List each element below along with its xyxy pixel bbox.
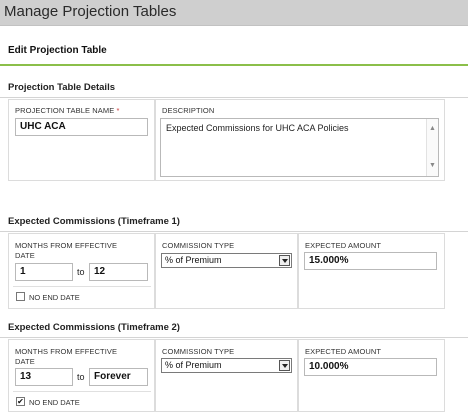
accent-divider <box>0 64 468 66</box>
timeframe2-commission-type-value: % of Premium <box>165 360 222 370</box>
timeframe2-section-title: Expected Commissions (Timeframe 2) <box>8 322 180 333</box>
timeframe1-commission-type-select[interactable]: % of Premium <box>161 253 292 268</box>
timeframe2-from-input[interactable]: 13 <box>15 368 73 386</box>
timeframe2-months-label: MONTHS FROM EFFECTIVE DATE <box>15 347 118 366</box>
timeframe1-no-end-date-checkbox[interactable] <box>16 292 25 301</box>
timeframe1-section-rule <box>0 231 468 232</box>
description-text: Expected Commissions for UHC ACA Policie… <box>166 123 349 133</box>
projection-table-name-input[interactable]: UHC ACA <box>15 118 148 136</box>
details-section-rule <box>0 97 468 98</box>
name-label: PROJECTION TABLE NAME * <box>15 106 120 115</box>
timeframe1-months-panel: MONTHS FROM EFFECTIVE DATE 1 to 12 NO EN… <box>8 233 155 309</box>
timeframe1-expected-amount-label: EXPECTED AMOUNT <box>305 241 382 250</box>
timeframe1-to-input[interactable]: 12 <box>89 263 148 281</box>
timeframe2-expected-amount-panel: EXPECTED AMOUNT 10.000% <box>298 339 445 412</box>
timeframe2-to-label: to <box>77 372 85 382</box>
edit-section-title: Edit Projection Table <box>8 45 107 56</box>
page-header: Manage Projection Tables <box>0 0 468 26</box>
timeframe2-no-end-date-label: NO END DATE <box>29 398 80 407</box>
timeframe2-section-rule <box>0 337 468 338</box>
timeframe2-months-divider <box>13 391 151 392</box>
timeframe2-commission-type-panel: COMMISSION TYPE % of Premium <box>155 339 298 412</box>
page-title: Manage Projection Tables <box>4 3 177 20</box>
timeframe1-commission-type-label: COMMISSION TYPE <box>162 241 235 250</box>
timeframe1-section-title: Expected Commissions (Timeframe 1) <box>8 216 180 227</box>
timeframe2-expected-amount-label: EXPECTED AMOUNT <box>305 347 382 356</box>
scroll-up-icon[interactable]: ▲ <box>429 125 436 132</box>
name-panel: PROJECTION TABLE NAME * UHC ACA <box>8 99 155 181</box>
description-label: DESCRIPTION <box>162 106 215 115</box>
timeframe1-months-divider <box>13 286 151 287</box>
description-scrollbar[interactable]: ▲ ▼ <box>426 119 438 176</box>
timeframe1-commission-type-value: % of Premium <box>165 255 222 265</box>
checkmark-icon: ✔ <box>17 397 24 406</box>
chevron-down-icon[interactable] <box>279 255 290 266</box>
timeframe2-months-panel: MONTHS FROM EFFECTIVE DATE 13 to Forever… <box>8 339 155 412</box>
timeframe2-no-end-date-checkbox[interactable]: ✔ <box>16 397 25 406</box>
timeframe1-months-label: MONTHS FROM EFFECTIVE DATE <box>15 241 118 260</box>
timeframe1-from-input[interactable]: 1 <box>15 263 73 281</box>
timeframe2-expected-amount-input[interactable]: 10.000% <box>304 358 437 376</box>
timeframe1-no-end-date-label: NO END DATE <box>29 293 80 302</box>
timeframe2-commission-type-label: COMMISSION TYPE <box>162 347 235 356</box>
timeframe1-commission-type-panel: COMMISSION TYPE % of Premium <box>155 233 298 309</box>
description-textarea[interactable]: Expected Commissions for UHC ACA Policie… <box>160 118 439 177</box>
description-panel: DESCRIPTION Expected Commissions for UHC… <box>155 99 445 181</box>
details-section-title: Projection Table Details <box>8 82 115 93</box>
timeframe1-expected-amount-input[interactable]: 15.000% <box>304 252 437 270</box>
timeframe2-to-input[interactable]: Forever <box>89 368 148 386</box>
chevron-down-icon[interactable] <box>279 360 290 371</box>
timeframe1-expected-amount-panel: EXPECTED AMOUNT 15.000% <box>298 233 445 309</box>
required-mark: * <box>116 106 120 115</box>
timeframe2-commission-type-select[interactable]: % of Premium <box>161 358 292 373</box>
scroll-down-icon[interactable]: ▼ <box>429 162 436 169</box>
timeframe1-to-label: to <box>77 267 85 277</box>
